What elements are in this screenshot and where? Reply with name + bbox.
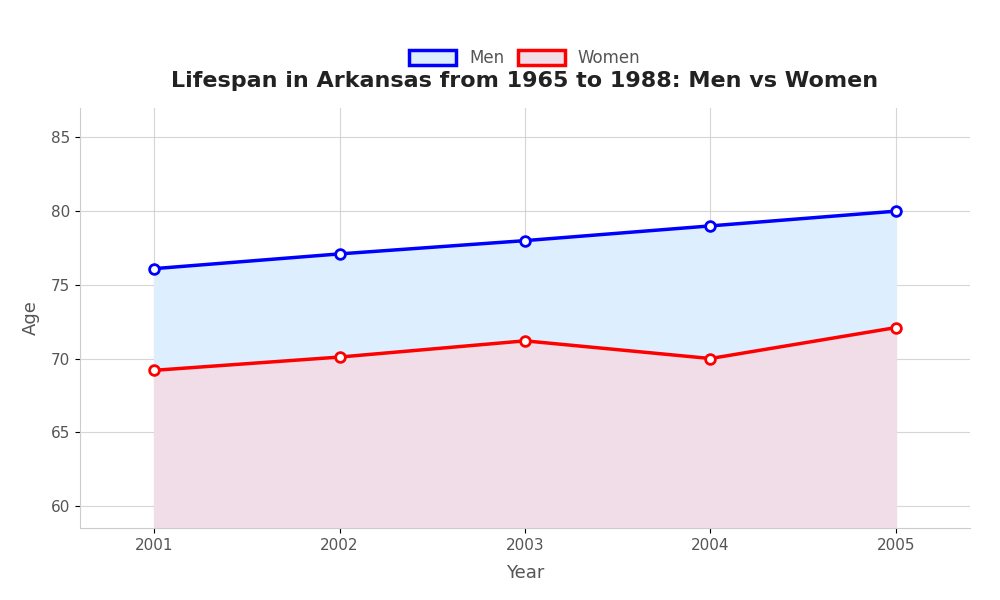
Title: Lifespan in Arkansas from 1965 to 1988: Men vs Women: Lifespan in Arkansas from 1965 to 1988: … — [171, 71, 879, 91]
Y-axis label: Age: Age — [22, 301, 40, 335]
X-axis label: Year: Year — [506, 564, 544, 582]
Legend: Men, Women: Men, Women — [401, 41, 649, 76]
